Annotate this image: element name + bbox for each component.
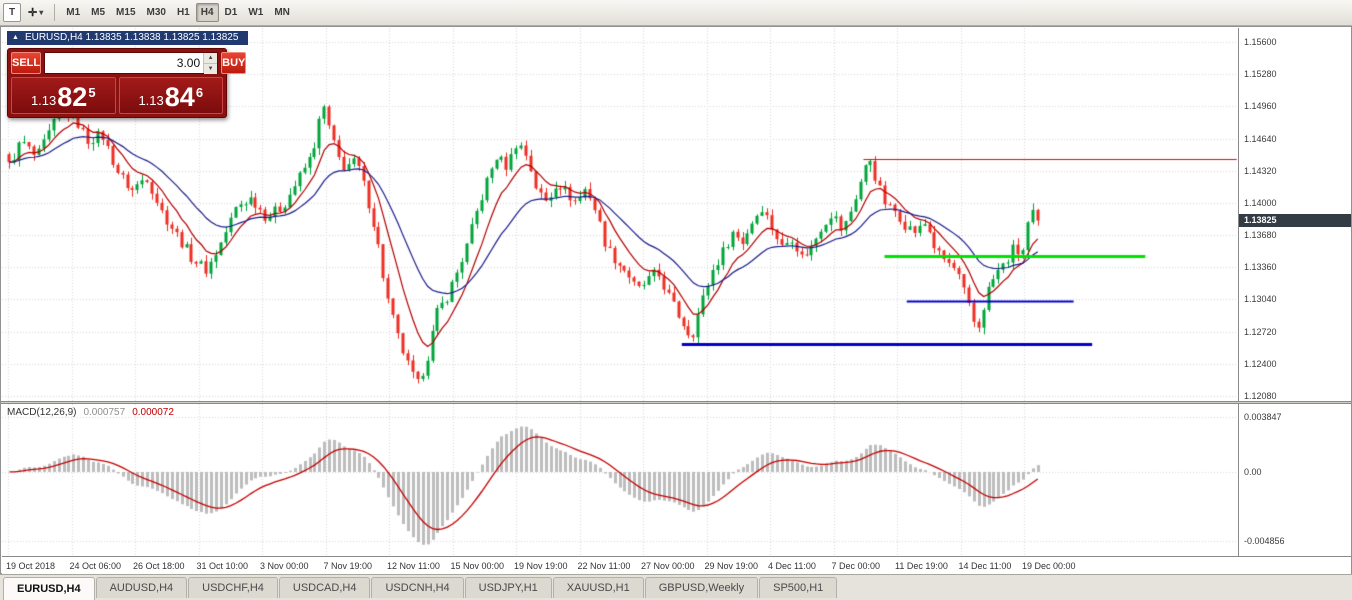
price-tick-label: 1.12720 bbox=[1244, 326, 1277, 337]
chart-template-button[interactable]: T bbox=[3, 3, 21, 22]
tab-usdcnh-h4[interactable]: USDCNH,H4 bbox=[371, 577, 464, 598]
tab-usdjpy-h1[interactable]: USDJPY,H1 bbox=[464, 577, 552, 598]
macd-axis[interactable]: 0.003847 0.00 -0.004856 bbox=[1238, 404, 1351, 556]
one-click-prices-row: 1.13 82 5 1.13 84 6 bbox=[11, 77, 223, 114]
time-tick-label: 31 Oct 10:00 bbox=[196, 561, 249, 571]
current-price-badge: 1.13825 bbox=[1239, 213, 1351, 227]
macd-tick-label: 0.003847 bbox=[1244, 411, 1282, 422]
buy-price-prefix: 1.13 bbox=[138, 93, 164, 108]
timeframe-m30[interactable]: M30 bbox=[146, 7, 166, 18]
price-tick-label: 1.14640 bbox=[1244, 133, 1277, 144]
price-tick-label: 1.14320 bbox=[1244, 165, 1277, 176]
price-tick-label: 1.12400 bbox=[1244, 358, 1277, 369]
one-click-trading-panel: SELL ▲ ▼ BUY 1.13 82 5 1.13 84 6 bbox=[7, 48, 247, 118]
tab-sp500-h1[interactable]: SP500,H1 bbox=[759, 577, 838, 598]
time-tick-label: 7 Dec 00:00 bbox=[831, 561, 881, 571]
timeframe-m1[interactable]: M1 bbox=[66, 7, 81, 18]
price-tick-label: 1.14960 bbox=[1244, 101, 1277, 112]
top-toolbar: T ✛ ▾ M1 M5 M15 M30 H1 H4 D1 W1 MN bbox=[0, 0, 1352, 26]
time-tick-label: 15 Nov 00:00 bbox=[450, 561, 505, 571]
macd-tick-label: -0.004856 bbox=[1244, 536, 1285, 547]
price-tick-label: 1.15600 bbox=[1244, 37, 1277, 48]
price-tick-label: 1.12080 bbox=[1244, 390, 1277, 401]
macd-canvas[interactable] bbox=[2, 404, 1238, 556]
panel-splitter[interactable] bbox=[1, 401, 1351, 404]
buy-button[interactable]: BUY bbox=[221, 52, 247, 74]
timeframe-w1[interactable]: W1 bbox=[248, 7, 264, 18]
sell-price-pip: 5 bbox=[88, 85, 96, 100]
crosshair-icon: ✛ bbox=[28, 7, 38, 19]
tab-gbpusd-weekly[interactable]: GBPUSD,Weekly bbox=[644, 577, 759, 598]
timeframe-d1[interactable]: D1 bbox=[224, 7, 238, 18]
time-tick-label: 27 Nov 00:00 bbox=[641, 561, 695, 571]
toolbar-separator bbox=[54, 4, 56, 21]
time-tick-label: 11 Dec 19:00 bbox=[895, 561, 948, 571]
one-click-controls-row: SELL ▲ ▼ BUY bbox=[11, 52, 247, 74]
chart-title-text: EURUSD,H4 1.13835 1.13838 1.13825 1.1382… bbox=[24, 32, 239, 43]
chart-tab-bar: EURUSD,H4 AUDUSD,H4 USDCHF,H4 USDCAD,H4 USDC… bbox=[0, 574, 1352, 600]
time-tick-label: 19 Oct 2018 bbox=[6, 561, 56, 571]
chart-title-bar: ▲ EURUSD,H4 1.13835 1.13838 1.13825 1.13… bbox=[7, 31, 249, 45]
price-tick-label: 1.14000 bbox=[1244, 197, 1277, 208]
macd-indicator-label: MACD(12,26,9) 0.000757 0.000072 bbox=[7, 407, 174, 418]
time-tick-label: 3 Nov 00:00 bbox=[260, 561, 309, 571]
lot-spinner: ▲ ▼ bbox=[203, 53, 218, 74]
sell-price-prefix: 1.13 bbox=[30, 93, 57, 108]
price-tick-label: 1.13040 bbox=[1244, 294, 1277, 305]
macd-signal-value: 0.000072 bbox=[132, 407, 174, 418]
lot-size-input[interactable] bbox=[45, 53, 204, 73]
tab-audusd-h4[interactable]: AUDUSD,H4 bbox=[95, 577, 188, 598]
chart-window: 1.15600 1.15280 1.14960 1.14640 1.14320 1.140… bbox=[0, 26, 1352, 574]
time-tick-label: 7 Nov 19:00 bbox=[323, 561, 373, 571]
price-tick-label: 1.13360 bbox=[1244, 262, 1277, 273]
buy-price-pip: 6 bbox=[195, 85, 204, 100]
chevron-down-icon: ▾ bbox=[39, 8, 44, 17]
macd-main-value: 0.000757 bbox=[83, 407, 126, 418]
buy-price-display[interactable]: 1.13 84 6 bbox=[118, 77, 223, 114]
lot-decrease-button[interactable]: ▼ bbox=[204, 64, 218, 74]
triangle-icon: ▲ bbox=[12, 34, 19, 41]
symbol-tabs: EURUSD,H4 AUDUSD,H4 USDCHF,H4 USDCAD,H4 USDC… bbox=[3, 577, 838, 600]
time-tick-label: 14 Dec 11:00 bbox=[958, 561, 1012, 571]
lot-size-box: ▲ ▼ bbox=[44, 52, 219, 74]
timeframe-mn[interactable]: MN bbox=[274, 7, 290, 18]
sell-button[interactable]: SELL bbox=[11, 52, 42, 74]
time-tick-label: 29 Nov 19:00 bbox=[704, 561, 759, 571]
tab-usdcad-h4[interactable]: USDCAD,H4 bbox=[278, 577, 371, 598]
buy-price-big: 84 bbox=[164, 82, 195, 112]
time-tick-label: 19 Nov 19:00 bbox=[514, 561, 568, 571]
time-tick-label: 19 Dec 00:00 bbox=[1022, 561, 1076, 571]
tab-xauusd-h1[interactable]: XAUUSD,H1 bbox=[552, 577, 644, 598]
time-tick-label: 12 Nov 11:00 bbox=[387, 561, 440, 571]
price-tick-label: 1.13680 bbox=[1244, 230, 1277, 241]
time-tick-label: 24 Oct 06:00 bbox=[69, 561, 122, 571]
timeframe-m5[interactable]: M5 bbox=[91, 7, 106, 18]
macd-name: MACD(12,26,9) bbox=[7, 407, 77, 418]
lot-increase-button[interactable]: ▲ bbox=[204, 53, 218, 64]
macd-tick-label: 0.00 bbox=[1244, 466, 1262, 477]
sell-price-display[interactable]: 1.13 82 5 bbox=[11, 77, 116, 114]
timeframe-h4[interactable]: H4 bbox=[195, 3, 219, 22]
time-tick-label: 26 Oct 18:00 bbox=[133, 561, 185, 571]
time-axis[interactable]: 19 Oct 2018 24 Oct 06:00 26 Oct 18:00 31 Oc… bbox=[2, 556, 1351, 574]
time-tick-label: 4 Dec 11:00 bbox=[768, 561, 816, 571]
cursor-tool-dropdown[interactable]: ✛ ▾ bbox=[23, 3, 48, 22]
price-tick-label: 1.15280 bbox=[1244, 69, 1277, 80]
timeframe-group: M1 M5 M15 M30 H1 H4 D1 W1 MN bbox=[61, 3, 295, 22]
timeframe-h1[interactable]: H1 bbox=[176, 7, 190, 18]
timeframe-m15[interactable]: M15 bbox=[116, 7, 136, 18]
tab-eurusd-h4[interactable]: EURUSD,H4 bbox=[3, 577, 95, 600]
sell-price-big: 82 bbox=[57, 82, 88, 112]
time-tick-label: 22 Nov 11:00 bbox=[577, 561, 631, 571]
tab-usdchf-h4[interactable]: USDCHF,H4 bbox=[188, 577, 278, 598]
